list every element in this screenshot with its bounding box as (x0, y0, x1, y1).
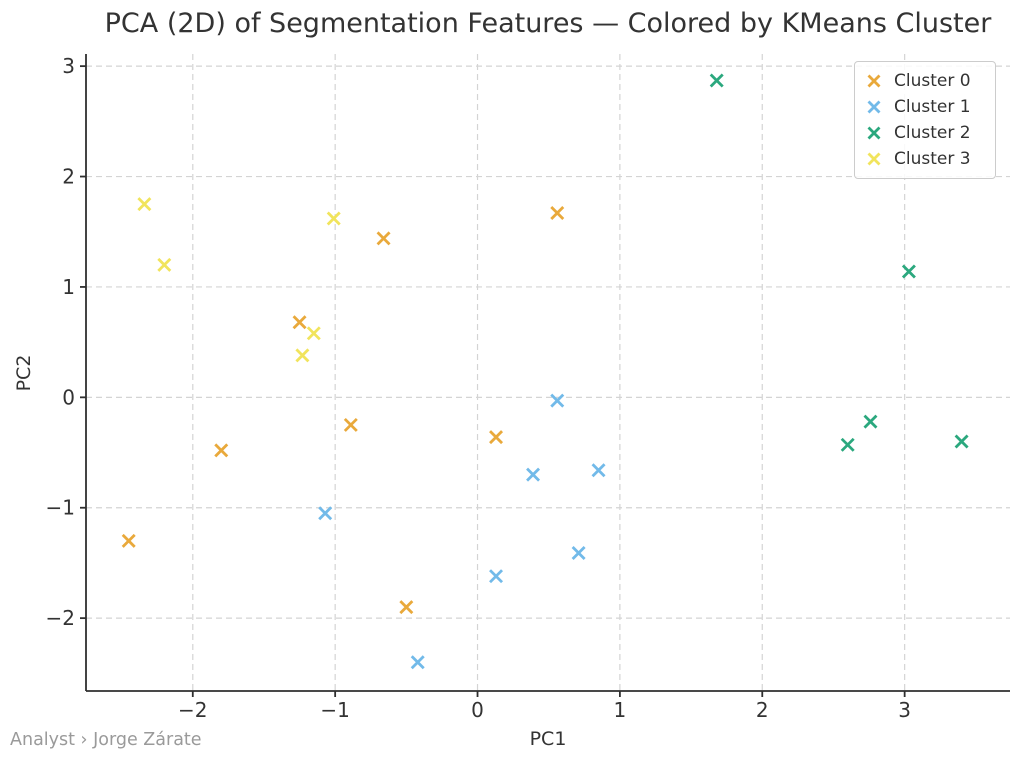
x-tick-label: −1 (320, 698, 349, 722)
y-tick-label: 0 (62, 385, 75, 409)
legend-label: Cluster 3 (894, 149, 971, 169)
legend: Cluster 0 Cluster 1 Cluster 2 Cluster 3 (854, 61, 996, 179)
x-tick-label: 1 (614, 698, 627, 722)
data-point-cluster-0 (376, 231, 391, 246)
data-point-cluster-3 (295, 348, 310, 363)
data-point-cluster-1 (571, 546, 586, 560)
data-point-cluster-1 (526, 467, 541, 482)
y-tick-label: 2 (62, 165, 75, 189)
legend-item-3: Cluster 3 (855, 146, 995, 172)
data-point-cluster-2 (709, 73, 724, 88)
data-point-cluster-1 (550, 393, 565, 408)
data-point-cluster-2 (954, 434, 969, 449)
y-axis-label: PC2 (13, 354, 35, 392)
legend-marker-x-icon (867, 100, 881, 114)
data-point-cluster-0 (121, 533, 136, 548)
data-point-cluster-0 (292, 315, 307, 330)
x-axis-label: PC1 (529, 728, 567, 750)
x-tick-label: 2 (756, 698, 769, 722)
legend-item-0: Cluster 0 (855, 68, 995, 94)
y-tick-label: −1 (46, 496, 75, 520)
data-point-cluster-0 (343, 417, 358, 432)
y-tick-label: −2 (46, 606, 75, 630)
data-point-cluster-0 (550, 205, 565, 220)
y-tick-label: 3 (62, 54, 75, 78)
data-point-cluster-3 (306, 326, 321, 341)
chart-title: PCA (2D) of Segmentation Features — Colo… (104, 8, 992, 39)
legend-label: Cluster 1 (894, 97, 971, 117)
legend-marker-x-icon (867, 152, 881, 166)
data-point-cluster-3 (326, 211, 341, 226)
data-point-cluster-2 (901, 264, 916, 279)
y-tick-label: 1 (62, 275, 75, 299)
legend-marker-x-icon (867, 74, 881, 88)
data-point-cluster-2 (840, 437, 855, 452)
x-tick-label: −2 (178, 698, 207, 722)
data-point-cluster-3 (157, 257, 172, 272)
data-point-cluster-3 (137, 197, 152, 212)
legend-label: Cluster 0 (894, 71, 971, 91)
data-point-cluster-1 (410, 655, 425, 670)
x-tick-label: 3 (898, 698, 911, 722)
data-point-cluster-0 (399, 600, 414, 615)
data-point-cluster-1 (591, 463, 606, 478)
x-tick-label: 0 (471, 698, 484, 722)
data-point-cluster-2 (863, 414, 878, 429)
data-point-cluster-1 (318, 506, 333, 521)
data-point-cluster-0 (214, 443, 229, 458)
legend-label: Cluster 2 (894, 123, 971, 143)
data-point-cluster-0 (489, 430, 504, 445)
legend-item-2: Cluster 2 (855, 120, 995, 146)
data-point-cluster-1 (489, 569, 504, 584)
legend-item-1: Cluster 1 (855, 94, 995, 120)
legend-marker-x-icon (867, 126, 881, 140)
analyst-breadcrumb: Analyst › Jorge Zárate (10, 730, 202, 750)
